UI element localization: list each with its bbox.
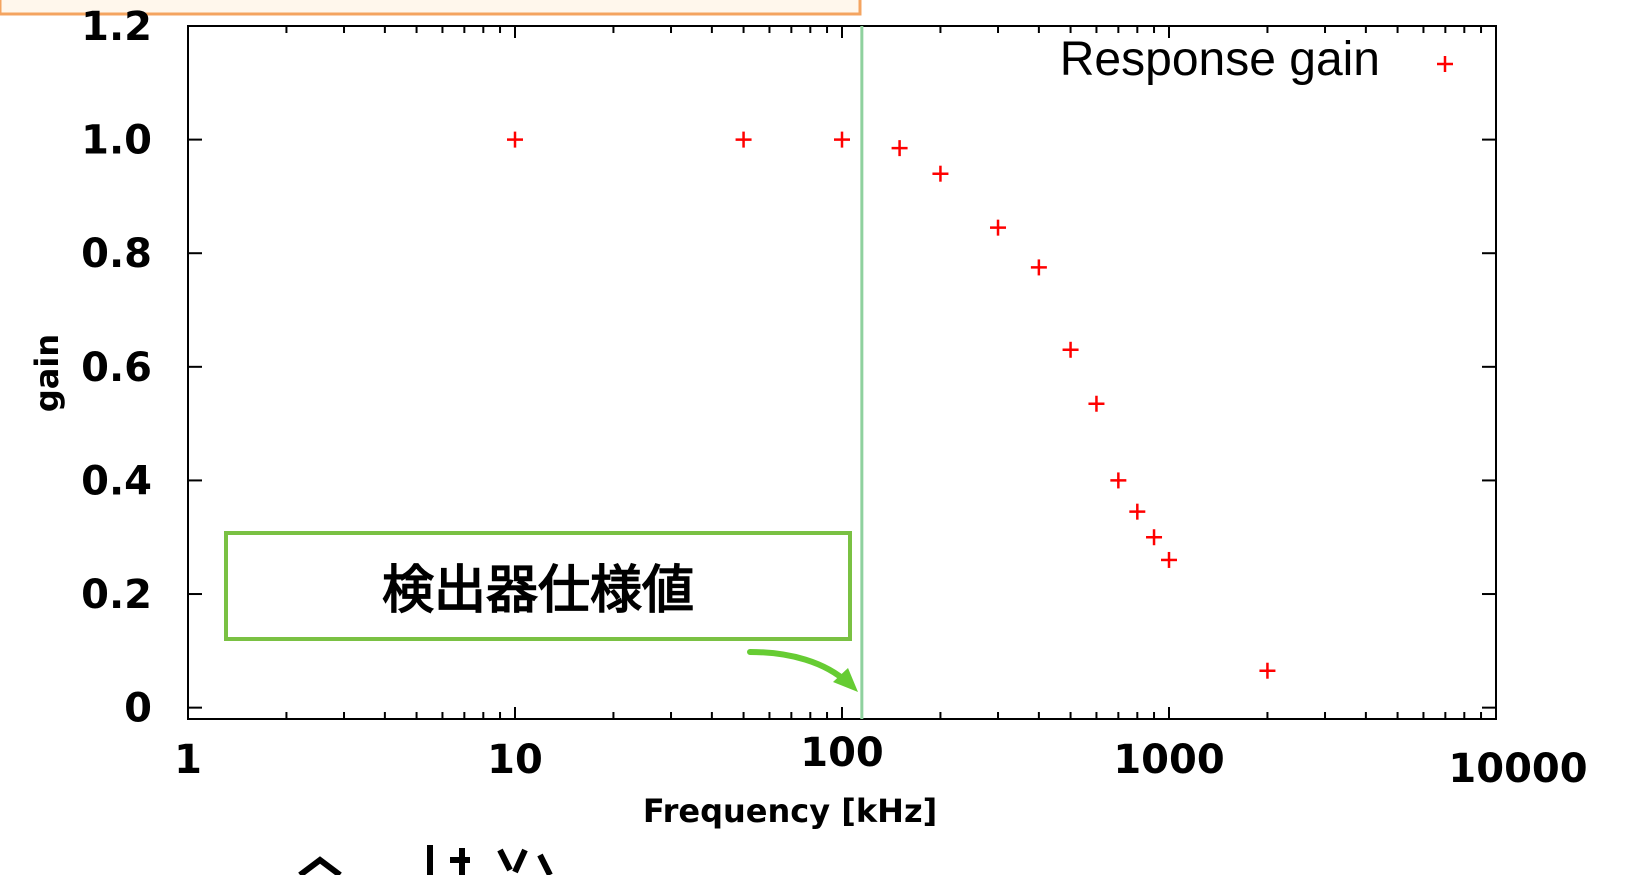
x-tick-label: 10000 [1448,746,1587,792]
y-tick-label: 0 [124,686,152,732]
data-point [1110,472,1127,489]
y-tick-label: 1.2 [81,4,152,50]
x-axis-title: Frequency [kHz] [643,792,937,830]
data-point [1030,259,1047,276]
y-axis-tick-labels: 0 0.2 0.4 0.6 0.8 1.0 1.2 [81,4,152,732]
x-tick-label: 10 [487,737,543,783]
annotation-box [224,531,852,641]
y-axis-ticks [188,25,1496,709]
annotation-text: 検出器仕様値 [382,561,694,621]
data-point [990,219,1007,236]
x-tick-label: 1 [174,737,202,783]
data-point [735,131,752,148]
legend-marker [1437,56,1453,72]
data-point [1088,395,1105,412]
data-point [1161,551,1177,568]
data-point [1129,503,1146,520]
y-tick-label: 1.0 [81,118,152,164]
cropped-bottom-text [298,845,553,875]
data-point [891,140,908,157]
top-cropped-box [0,0,862,16]
y-tick-label: 0.6 [81,345,152,391]
legend: Response gain [1060,33,1453,86]
y-tick-label: 0.4 [81,458,152,504]
x-tick-label: 100 [800,730,884,776]
data-point [1062,341,1079,358]
y-axis-title: gain [28,334,66,412]
data-point [1146,529,1163,546]
data-point [1259,662,1276,679]
annotation-arrowhead [833,668,858,692]
x-tick-label: 1000 [1113,737,1224,783]
legend-label: Response gain [1060,33,1380,86]
y-tick-label: 0.8 [81,231,152,277]
response-gain-series [507,131,1276,679]
x-axis-ticks [187,26,1483,719]
data-point [834,131,850,148]
data-point [932,165,949,182]
spec-annotation: 検出器仕様値 [224,531,858,692]
legend-marker-symbol [1437,56,1453,72]
data-point [507,131,523,148]
y-tick-label: 0.2 [81,572,152,618]
annotation-arrow [747,649,851,686]
x-axis-tick-labels: 1 10 100 1000 10000 [174,730,1588,792]
